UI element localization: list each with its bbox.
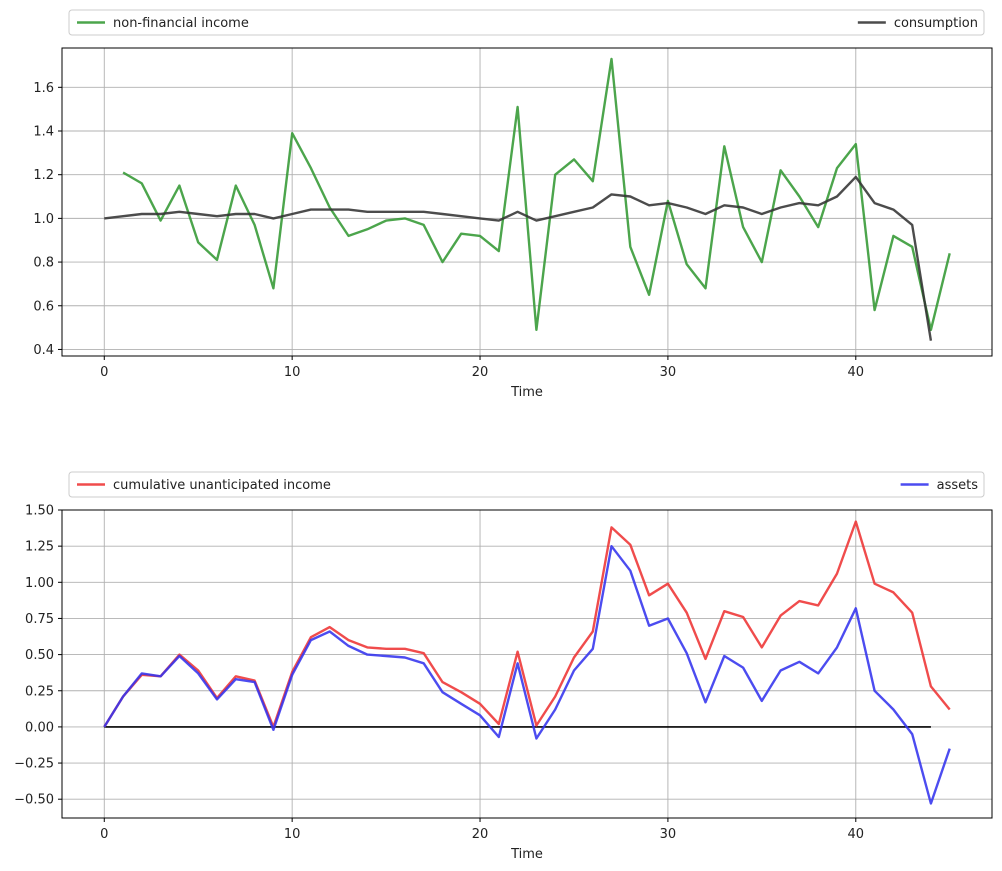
y-tick-label: 1.0 [33,212,54,227]
y-tick-label: −0.25 [14,757,54,772]
y-tick-label: 1.25 [25,540,54,555]
x-tick-label: 10 [284,827,301,842]
legend-box [68,9,985,36]
y-tick-label: 1.6 [33,81,54,96]
panel-income-consumption: 0 10 20 30 40 0.4 0.6 0.8 1.0 1.2 1.4 1.6 Time non-fi… [33,9,993,400]
y-tick-label: −0.50 [14,793,54,808]
legend: cumulative unanticipated income assets [68,471,985,498]
y-tick-label: 0.4 [33,343,54,358]
legend-label-assets: assets [937,478,979,493]
y-tick-label: 1.50 [25,504,54,519]
series-line-non-financial-income [122,57,951,331]
x-tick-label: 40 [848,827,865,842]
grid [62,509,992,818]
y-tick-label: 0.75 [25,612,54,627]
series-line-consumption [104,175,933,341]
legend: non-financial income consumption [68,9,985,36]
axes-frame [61,47,993,357]
x-tick-label: 0 [100,827,108,842]
y-tick-label: 0.00 [25,720,54,735]
y-tick-label: 0.8 [33,256,54,271]
y-tick-label: 1.00 [25,576,54,591]
series-line-assets [103,545,951,805]
panel-cumulative-income-assets: 0 10 20 30 40 −0.50 −0.25 0.00 0.25 0.50 0.75 1.00 1… [14,471,993,862]
x-tick-label: 0 [100,365,108,380]
x-axis-label: Time [510,847,543,862]
y-tick-label: 0.6 [33,299,54,314]
grid [62,48,992,356]
legend-label-non-financial-income: non-financial income [113,16,249,31]
x-tick-label: 40 [848,365,865,380]
axes-frame [61,509,993,819]
x-tick-label: 20 [472,827,489,842]
legend-label-cumulative-unanticipated-income: cumulative unanticipated income [113,478,331,493]
x-axis-label: Time [510,385,543,400]
y-tick-label: 0.50 [25,648,54,663]
x-tick-label: 20 [472,365,489,380]
legend-label-consumption: consumption [894,16,978,31]
series-line-cumulative-unanticipated-income [103,520,951,729]
legend-box [68,471,985,498]
x-tick-label: 10 [284,365,301,380]
x-tick-label: 30 [660,827,677,842]
y-tick-label: 1.4 [33,125,54,140]
x-tick-label: 30 [660,365,677,380]
y-tick-label: 0.25 [25,684,54,699]
y-tick-label: 1.2 [33,168,54,183]
